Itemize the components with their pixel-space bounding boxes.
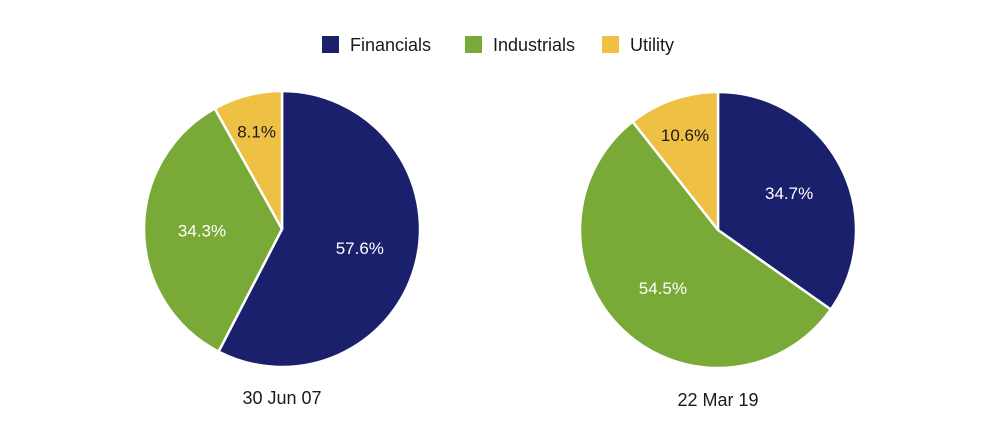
pie-title-22-mar-19: 22 Mar 19 (677, 390, 758, 410)
legend-swatch-financials (322, 36, 339, 53)
pie-slice-utility (631, 90, 720, 232)
pie-slice-utility (213, 89, 284, 231)
pie-title-30-jun-07: 30 Jun 07 (242, 388, 321, 408)
slice-label-utility: 10.6% (661, 126, 709, 145)
legend-label-industrials: Industrials (493, 35, 575, 55)
slice-label-utility: 8.1% (237, 123, 276, 142)
legend-label-financials: Financials (350, 35, 431, 55)
legend-item-industrials: Industrials (465, 35, 575, 55)
pie-slice-industrials (578, 120, 833, 370)
pie-chart-30-jun-07: 57.6% 34.3% 8.1% (142, 89, 422, 369)
legend-swatch-utility (602, 36, 619, 53)
slice-label-financials: 57.6% (336, 239, 384, 258)
slice-label-financials: 34.7% (765, 184, 813, 203)
legend-item-financials: Financials (322, 35, 431, 55)
pie-chart-22-mar-19: 34.7% 54.5% 10.6% (578, 90, 858, 370)
legend-label-utility: Utility (630, 35, 674, 55)
pie-slice-financials (217, 89, 422, 369)
slice-label-industrials: 54.5% (639, 279, 687, 298)
pie-slice-financials (716, 90, 858, 311)
slice-label-industrials: 34.3% (178, 221, 226, 240)
legend: Financials Industrials Utility (322, 35, 674, 55)
legend-swatch-industrials (465, 36, 482, 53)
legend-item-utility: Utility (602, 35, 674, 55)
